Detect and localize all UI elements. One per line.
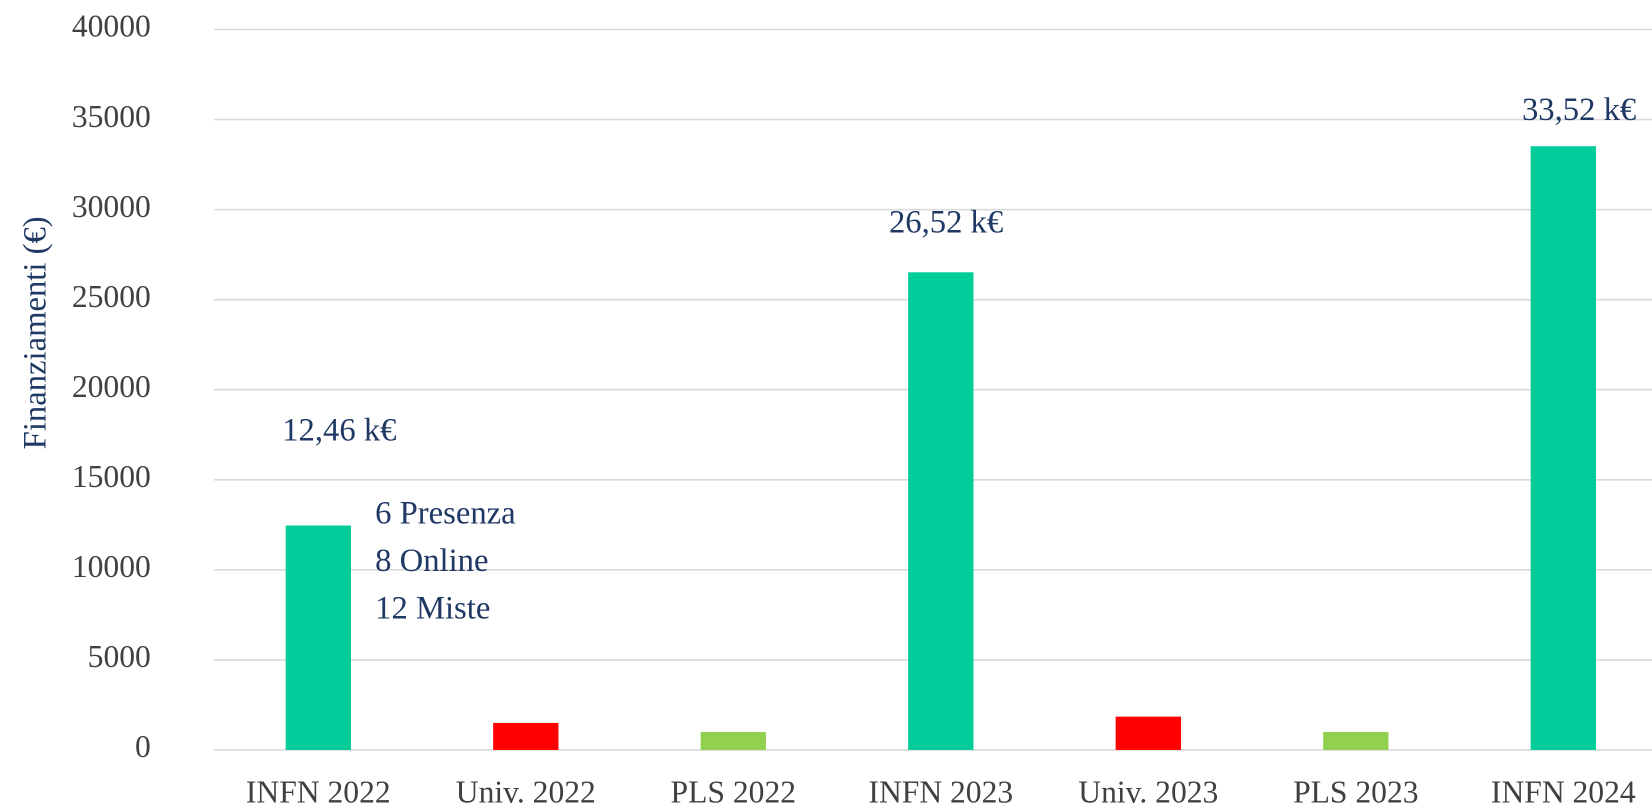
bar bbox=[493, 722, 559, 750]
bar bbox=[1530, 146, 1596, 750]
x-tick-label: INFN 2024 bbox=[1491, 775, 1636, 810]
bar bbox=[285, 525, 351, 750]
value-label: 12,46 k€ bbox=[282, 412, 396, 448]
y-tick-label: 15000 bbox=[72, 459, 151, 494]
value-label: 26,52 k€ bbox=[889, 204, 1003, 240]
y-tick-label: 30000 bbox=[72, 189, 151, 224]
bar bbox=[1115, 716, 1181, 750]
y-tick-label: 35000 bbox=[72, 99, 151, 134]
x-tick-label: Univ. 2022 bbox=[456, 775, 596, 810]
annotation: 8 Online bbox=[375, 543, 488, 579]
y-tick-label: 25000 bbox=[72, 279, 151, 314]
bar bbox=[908, 272, 974, 750]
y-tick-label: 20000 bbox=[72, 369, 151, 404]
y-axis-label: Finanziamenti (€) bbox=[18, 216, 54, 449]
x-tick-label: PLS 2023 bbox=[1293, 775, 1418, 810]
value-label: 33,52 k€ bbox=[1522, 92, 1636, 128]
bar bbox=[700, 731, 766, 750]
y-tick-label: 5000 bbox=[88, 639, 151, 674]
y-tick-label: 0 bbox=[135, 729, 151, 764]
x-tick-label: Univ. 2023 bbox=[1078, 775, 1218, 810]
x-tick-label: PLS 2022 bbox=[671, 775, 796, 810]
annotation: 6 Presenza bbox=[375, 496, 516, 532]
bar bbox=[1323, 731, 1389, 750]
x-tick-label: INFN 2022 bbox=[246, 775, 391, 810]
annotation: 12 Miste bbox=[375, 590, 490, 626]
y-tick-label: 40000 bbox=[72, 9, 151, 44]
y-tick-label: 10000 bbox=[72, 549, 151, 584]
x-tick-label: INFN 2023 bbox=[868, 775, 1013, 810]
